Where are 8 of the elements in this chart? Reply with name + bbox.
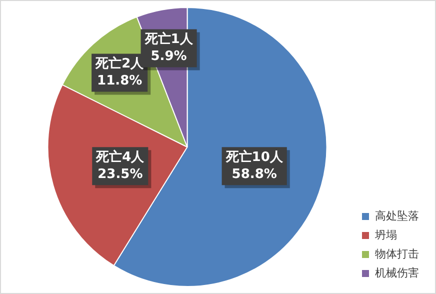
data-label: 死亡1人 5.9% [144,31,194,64]
data-label: 死亡2人 11.8% [94,56,145,89]
legend-label: 机械伤害 [375,266,419,280]
legend-label: 高处坠落 [375,209,419,222]
data-label: 死亡4人 23.5% [95,148,146,182]
legend-label: 坍塌 [374,228,397,242]
legend-label: 物体打击 [375,247,419,260]
data-label: 死亡10人 58.8% [224,148,284,182]
